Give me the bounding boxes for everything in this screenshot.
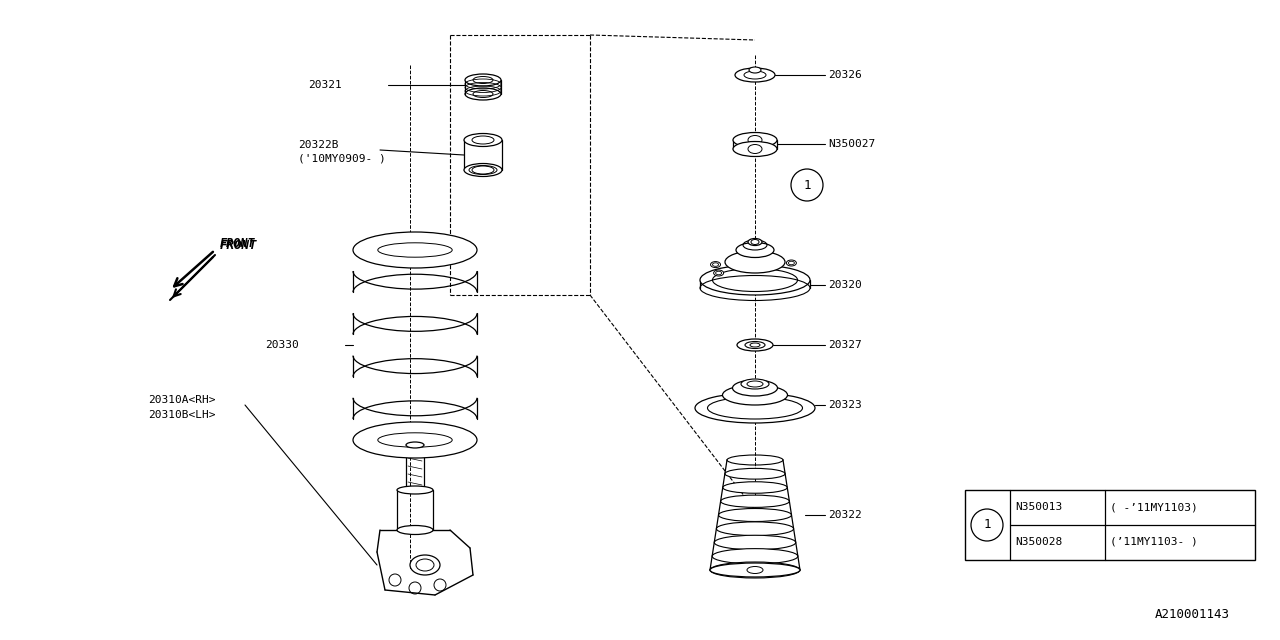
Text: 20320: 20320 xyxy=(828,280,861,290)
Ellipse shape xyxy=(700,265,810,295)
Text: N350028: N350028 xyxy=(1015,537,1062,547)
Ellipse shape xyxy=(741,379,769,389)
Ellipse shape xyxy=(465,74,500,86)
Ellipse shape xyxy=(712,548,797,564)
Text: 20322B: 20322B xyxy=(298,140,338,150)
Ellipse shape xyxy=(735,68,774,82)
Ellipse shape xyxy=(353,422,477,458)
Ellipse shape xyxy=(353,232,477,268)
Ellipse shape xyxy=(748,239,762,246)
Text: FRONT: FRONT xyxy=(220,239,257,252)
Ellipse shape xyxy=(733,132,777,147)
Ellipse shape xyxy=(722,385,787,405)
Text: 20310B<LH>: 20310B<LH> xyxy=(148,410,215,420)
Ellipse shape xyxy=(397,525,433,534)
Ellipse shape xyxy=(465,163,502,177)
Ellipse shape xyxy=(724,468,785,479)
Ellipse shape xyxy=(714,535,796,550)
Ellipse shape xyxy=(732,380,777,396)
Text: 1: 1 xyxy=(983,518,991,531)
Ellipse shape xyxy=(749,67,762,73)
Ellipse shape xyxy=(724,251,785,273)
Text: 20330: 20330 xyxy=(265,340,298,350)
Ellipse shape xyxy=(721,495,790,508)
Ellipse shape xyxy=(786,260,796,266)
Ellipse shape xyxy=(397,486,433,494)
Ellipse shape xyxy=(410,555,440,575)
Text: 20322: 20322 xyxy=(828,510,861,520)
Text: 20310A<RH>: 20310A<RH> xyxy=(148,395,215,405)
Text: ( -’11MY1103): ( -’11MY1103) xyxy=(1110,502,1198,512)
Text: N350013: N350013 xyxy=(1015,502,1062,512)
Ellipse shape xyxy=(710,563,800,577)
Text: A210001143: A210001143 xyxy=(1155,609,1230,621)
Text: 20321: 20321 xyxy=(308,80,342,90)
Ellipse shape xyxy=(406,487,424,493)
Ellipse shape xyxy=(710,562,800,578)
Text: N350027: N350027 xyxy=(828,139,876,149)
Text: FRONT: FRONT xyxy=(220,237,256,250)
Ellipse shape xyxy=(714,270,723,276)
Text: 20323: 20323 xyxy=(828,400,861,410)
Text: (’11MY1103- ): (’11MY1103- ) xyxy=(1110,537,1198,547)
Ellipse shape xyxy=(717,522,794,536)
Ellipse shape xyxy=(406,442,424,448)
Ellipse shape xyxy=(736,243,774,257)
Ellipse shape xyxy=(708,397,803,419)
Ellipse shape xyxy=(465,134,502,147)
Ellipse shape xyxy=(713,269,797,291)
Text: 20326: 20326 xyxy=(828,70,861,80)
Text: ('10MY0909- ): ('10MY0909- ) xyxy=(298,153,385,163)
Ellipse shape xyxy=(718,509,791,522)
Ellipse shape xyxy=(737,339,773,351)
Text: 1: 1 xyxy=(804,179,810,191)
Ellipse shape xyxy=(733,141,777,157)
Text: 20327: 20327 xyxy=(828,340,861,350)
Ellipse shape xyxy=(710,262,721,268)
Bar xyxy=(965,490,1254,560)
Ellipse shape xyxy=(695,393,815,423)
Ellipse shape xyxy=(723,482,787,493)
